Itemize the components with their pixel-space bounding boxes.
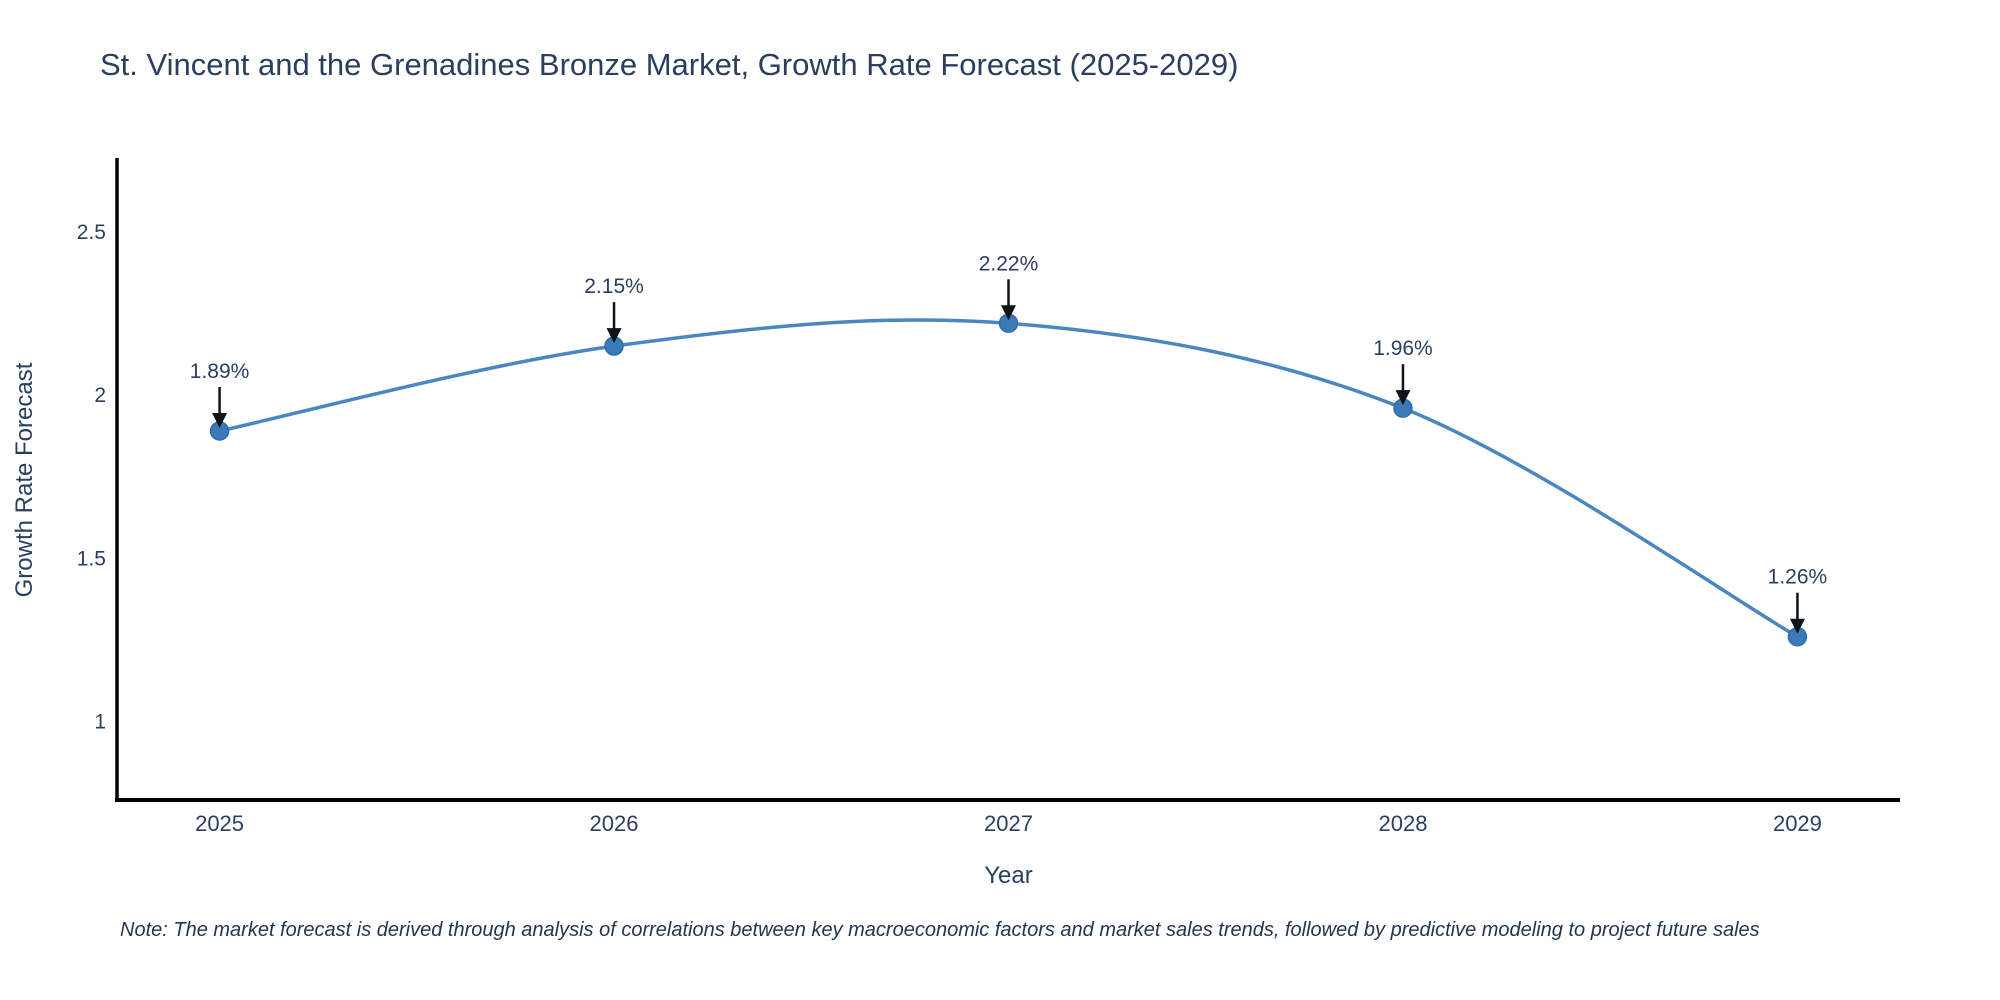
annotation-arrowhead [1395, 390, 1411, 406]
annotation-arrowhead [606, 328, 622, 344]
x-axis-title: Year [984, 862, 1033, 889]
y-tick-label: 2.5 [77, 221, 106, 244]
y-axis-title: Growth Rate Forecast [11, 362, 38, 597]
x-tick-label: 2026 [590, 811, 639, 836]
x-tick-label: 2027 [984, 811, 1033, 836]
annotation-arrowhead [212, 413, 228, 429]
data-point-label: 1.26% [1768, 566, 1828, 589]
data-point-label: 2.22% [979, 252, 1039, 275]
data-point-label: 1.89% [190, 360, 250, 383]
y-tick-label: 2 [94, 384, 106, 407]
data-point-label: 2.15% [584, 275, 644, 298]
x-tick-label: 2025 [195, 811, 244, 836]
footnote: Note: The market forecast is derived thr… [120, 919, 1760, 941]
chart-title: St. Vincent and the Grenadines Bronze Ma… [100, 47, 1239, 82]
y-tick-label: 1 [94, 711, 106, 734]
annotation-arrowhead [1789, 618, 1805, 634]
x-tick-label: 2028 [1378, 811, 1427, 836]
annotation-arrowhead [1001, 305, 1016, 321]
trend-line [219, 318, 1799, 639]
data-point-label: 1.96% [1373, 337, 1433, 360]
y-tick-label: 1.5 [77, 547, 106, 570]
x-tick-label: 2029 [1773, 811, 1822, 836]
